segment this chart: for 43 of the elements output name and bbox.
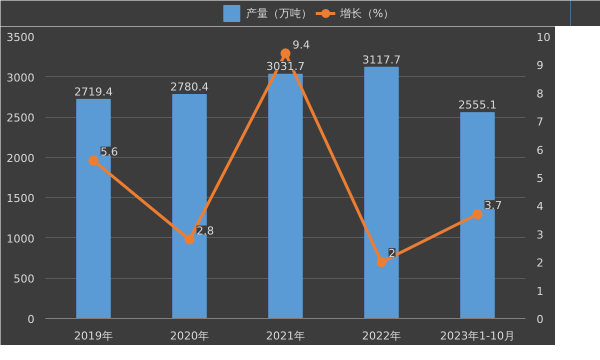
point	[88, 156, 98, 166]
point	[472, 209, 482, 220]
data-label: 3.7	[484, 199, 502, 212]
y2-tick-label: 3	[536, 228, 544, 242]
y-tick-label: 1000	[6, 232, 35, 246]
x-tick-label: 2022年	[362, 330, 402, 342]
data-label: 3117.7	[362, 53, 401, 66]
y2-tick-label: 1	[536, 284, 544, 298]
legend-label: 增长（%）	[340, 6, 394, 20]
y-tick-label: 500	[14, 272, 35, 286]
x-tick-label: 2020年	[170, 330, 210, 342]
point	[376, 257, 386, 268]
data-label: 2	[388, 247, 396, 260]
y2-tick-label: 7	[536, 116, 544, 129]
x-tick-label: 2019年	[74, 330, 114, 342]
y2-tick-label: 5	[536, 172, 544, 185]
y2-tick-label: 2	[536, 256, 544, 270]
point	[184, 234, 194, 245]
y2-tick-label: 9	[536, 59, 544, 72]
bar	[364, 66, 399, 318]
data-label: 2.8	[196, 224, 214, 238]
y2-tick-label: 10	[536, 31, 550, 44]
data-label: 9.4	[292, 38, 310, 52]
y2-tick-label: 0	[536, 313, 544, 326]
data-label: 3031.7	[266, 60, 305, 74]
y2-tick-label: 8	[536, 87, 544, 100]
point	[280, 48, 290, 58]
bar	[268, 74, 303, 318]
data-label: 2780.4	[170, 80, 209, 94]
y-tick-label: 3000	[6, 71, 35, 84]
legend-label: 产量（万吨）	[246, 6, 312, 20]
x-tick-label: 2023年1-10月	[440, 330, 515, 342]
data-label: 2719.4	[74, 85, 113, 98]
y-tick-label: 1500	[6, 192, 35, 206]
y-tick-label: 2500	[6, 112, 35, 125]
y2-tick-label: 4	[536, 200, 544, 214]
data-label: 2555.1	[458, 98, 497, 112]
y-tick-label: 2000	[6, 152, 35, 165]
y-tick-label: 0	[28, 313, 34, 326]
x-tick-label: 2021年	[266, 330, 306, 342]
y-tick-label: 3500	[6, 31, 35, 44]
data-label: 5.6	[100, 146, 118, 159]
y2-tick-label: 6	[536, 144, 544, 157]
